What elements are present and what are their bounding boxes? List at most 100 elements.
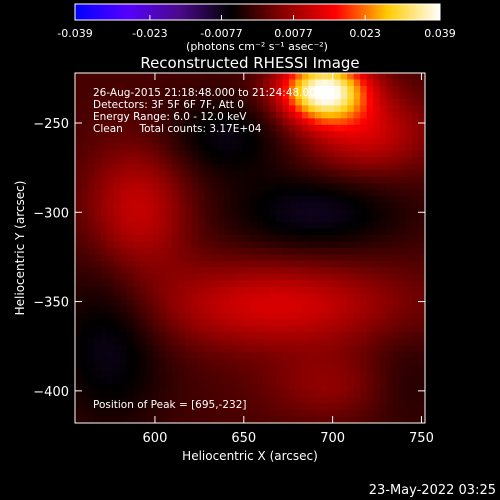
heatmap-cell bbox=[75, 124, 83, 132]
heatmap-cell bbox=[243, 79, 251, 87]
heatmap-cells bbox=[75, 73, 425, 423]
heatmap-cell bbox=[230, 351, 238, 359]
heatmap-cell bbox=[392, 124, 400, 132]
heatmap-cell bbox=[243, 98, 251, 107]
heatmap-cell bbox=[224, 364, 232, 372]
heatmap-cell bbox=[81, 410, 89, 418]
heatmap-cell bbox=[282, 144, 290, 152]
heatmap-cell bbox=[392, 137, 400, 145]
heatmap-cell bbox=[321, 267, 329, 275]
heatmap-cell bbox=[133, 351, 141, 359]
heatmap-cell bbox=[94, 79, 102, 87]
heatmap-cell bbox=[152, 397, 160, 405]
heatmap-cell bbox=[107, 111, 115, 119]
heatmap-cell bbox=[288, 273, 296, 282]
heatmap-cell bbox=[159, 312, 167, 320]
heatmap-cell bbox=[295, 351, 303, 359]
heatmap-cell bbox=[399, 228, 407, 236]
heatmap-cell bbox=[353, 416, 361, 423]
heatmap-cell bbox=[146, 325, 154, 333]
heatmap-cell bbox=[94, 306, 102, 314]
heatmap-cell bbox=[81, 293, 89, 301]
heatmap-cell bbox=[353, 286, 361, 294]
heatmap-cell bbox=[126, 176, 134, 184]
heatmap-cell bbox=[366, 286, 374, 294]
heatmap-cell bbox=[392, 209, 400, 217]
heatmap-cell bbox=[269, 176, 277, 184]
heatmap-cell bbox=[230, 137, 238, 145]
heatmap-cell bbox=[295, 364, 303, 372]
heatmap-cell bbox=[405, 260, 413, 269]
heatmap-cell bbox=[347, 338, 355, 346]
heatmap-cell bbox=[399, 131, 407, 139]
heatmap-cell bbox=[217, 241, 225, 249]
heatmap-cell bbox=[392, 235, 400, 243]
heatmap-cell bbox=[418, 118, 425, 126]
heatmap-cell bbox=[87, 137, 96, 145]
heatmap-cell bbox=[340, 384, 348, 392]
heatmap-cell bbox=[191, 137, 199, 145]
heatmap-cell bbox=[224, 228, 232, 236]
heatmap-cell bbox=[250, 202, 258, 210]
heatmap-cell bbox=[412, 254, 420, 262]
heatmap-cell bbox=[139, 312, 147, 320]
heatmap-cell bbox=[191, 196, 199, 204]
heatmap-cell bbox=[353, 306, 361, 314]
heatmap-cell bbox=[198, 390, 206, 398]
heatmap-cell bbox=[120, 384, 128, 392]
heatmap-cell bbox=[178, 150, 186, 158]
heatmap-cell bbox=[262, 228, 271, 236]
heatmap-cell bbox=[327, 364, 335, 372]
heatmap-cell bbox=[301, 111, 309, 119]
heatmap-cell bbox=[334, 111, 342, 119]
heatmap-cell bbox=[152, 351, 160, 359]
heatmap-cell bbox=[314, 79, 322, 87]
heatmap-cell bbox=[159, 92, 167, 100]
heatmap-cell bbox=[340, 105, 348, 113]
heatmap-cell bbox=[418, 273, 425, 282]
heatmap-cell bbox=[340, 235, 348, 243]
heatmap-cell bbox=[250, 384, 258, 392]
heatmap-cell bbox=[120, 364, 128, 372]
heatmap-cell bbox=[230, 397, 238, 405]
colorbar-tick-label: -0.023 bbox=[132, 27, 167, 40]
heatmap-cell bbox=[353, 390, 361, 398]
heatmap-cell bbox=[230, 228, 238, 236]
heatmap-cell bbox=[360, 85, 368, 94]
heatmap-cell bbox=[191, 215, 199, 223]
heatmap-cell bbox=[113, 202, 121, 210]
heatmap-cell bbox=[94, 384, 102, 392]
heatmap-cell bbox=[81, 144, 89, 152]
heatmap-cell bbox=[217, 332, 225, 340]
heatmap-cell bbox=[282, 209, 290, 217]
heatmap-cell bbox=[250, 183, 258, 191]
heatmap-cell bbox=[301, 189, 309, 197]
heatmap-cell bbox=[399, 73, 407, 81]
heatmap-cell bbox=[373, 222, 381, 230]
heatmap-cell bbox=[100, 222, 109, 230]
heatmap-cell bbox=[120, 416, 128, 423]
heatmap-cell bbox=[146, 235, 154, 243]
heatmap-cell bbox=[379, 273, 387, 282]
heatmap-cell bbox=[133, 209, 141, 217]
heatmap-cell bbox=[237, 189, 245, 197]
heatmap-cell bbox=[146, 150, 154, 158]
heatmap-cell bbox=[198, 79, 206, 87]
heatmap-cell bbox=[133, 189, 141, 197]
heatmap-cell bbox=[399, 111, 407, 119]
heatmap-cell bbox=[94, 286, 102, 294]
heatmap-cell bbox=[327, 150, 335, 158]
heatmap-cell bbox=[386, 390, 394, 398]
annotation-detectors: Detectors: 3F 5F 6F 7F, Att 0 bbox=[93, 99, 244, 111]
x-axis-label: Heliocentric X (arcsec) bbox=[182, 449, 318, 463]
heatmap-cell bbox=[81, 312, 89, 320]
heatmap-cell bbox=[347, 306, 355, 314]
heatmap-cell bbox=[288, 371, 296, 379]
heatmap-cell bbox=[87, 273, 96, 282]
heatmap-cell bbox=[295, 371, 303, 379]
heatmap-cell bbox=[269, 144, 277, 152]
heatmap-cell bbox=[120, 299, 128, 307]
heatmap-cell bbox=[120, 163, 128, 171]
heatmap-cell bbox=[250, 157, 258, 165]
heatmap-cell bbox=[152, 371, 160, 379]
